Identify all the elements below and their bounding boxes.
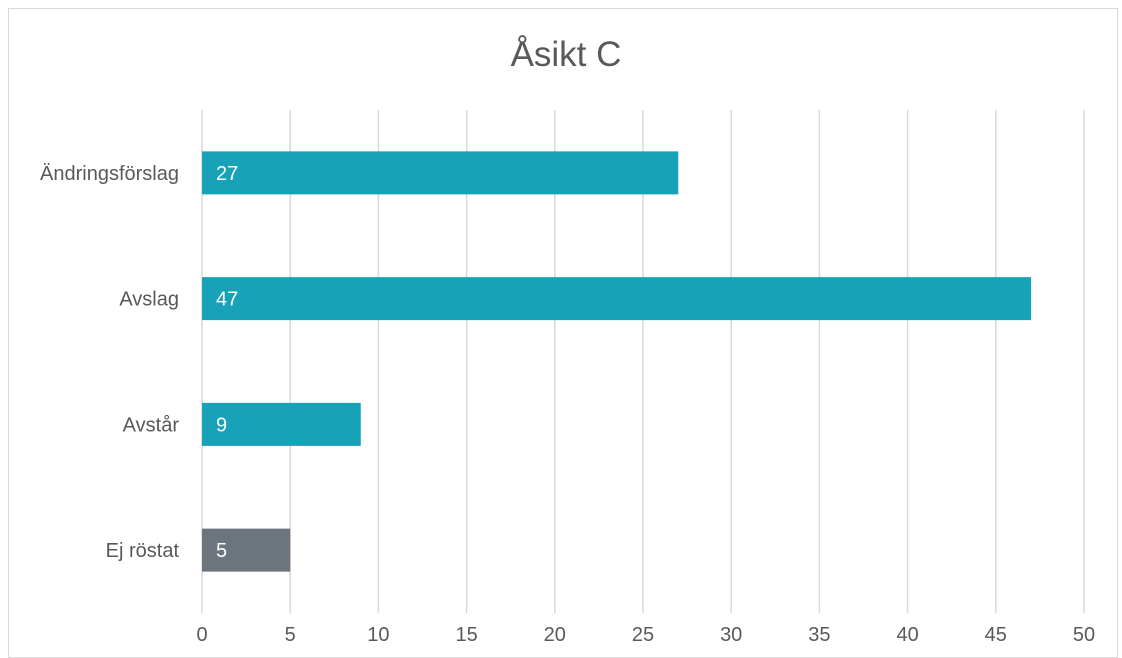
x-tick-label: 50 bbox=[1073, 624, 1095, 646]
category-label: Ej röstat bbox=[106, 540, 180, 562]
bar-1 bbox=[202, 151, 679, 195]
chart-frame bbox=[8, 8, 1118, 658]
x-tick-label: 15 bbox=[455, 624, 477, 646]
x-tick-label: 25 bbox=[632, 624, 654, 646]
category-label: Avstår bbox=[123, 414, 180, 436]
data-label: 9 bbox=[216, 414, 227, 436]
x-tick-label: 35 bbox=[808, 624, 830, 646]
x-tick-label: 30 bbox=[720, 624, 742, 646]
x-tick-label: 0 bbox=[196, 624, 207, 646]
category-labels: Ändringsförslag Avslag Avstår Ej röstat bbox=[40, 163, 179, 562]
x-tick-label: 45 bbox=[985, 624, 1007, 646]
data-label: 27 bbox=[216, 163, 238, 185]
x-tick-label: 5 bbox=[285, 624, 296, 646]
chart-title: Åsikt C bbox=[511, 35, 622, 74]
x-tick-label: 20 bbox=[544, 624, 566, 646]
category-label: Avslag bbox=[119, 289, 179, 311]
data-label: 5 bbox=[216, 540, 227, 562]
category-label: Ändringsförslag bbox=[40, 163, 179, 185]
bars: 27 47 9 5 bbox=[202, 151, 1032, 572]
x-tick-label: 10 bbox=[367, 624, 389, 646]
bar-3 bbox=[202, 402, 361, 446]
x-tick-label: 40 bbox=[896, 624, 918, 646]
bar-2 bbox=[202, 277, 1032, 321]
x-axis-tick-labels: 0 5 10 15 20 25 30 35 40 45 50 bbox=[196, 624, 1095, 646]
bar-4 bbox=[202, 528, 291, 572]
data-label: 47 bbox=[216, 289, 238, 311]
